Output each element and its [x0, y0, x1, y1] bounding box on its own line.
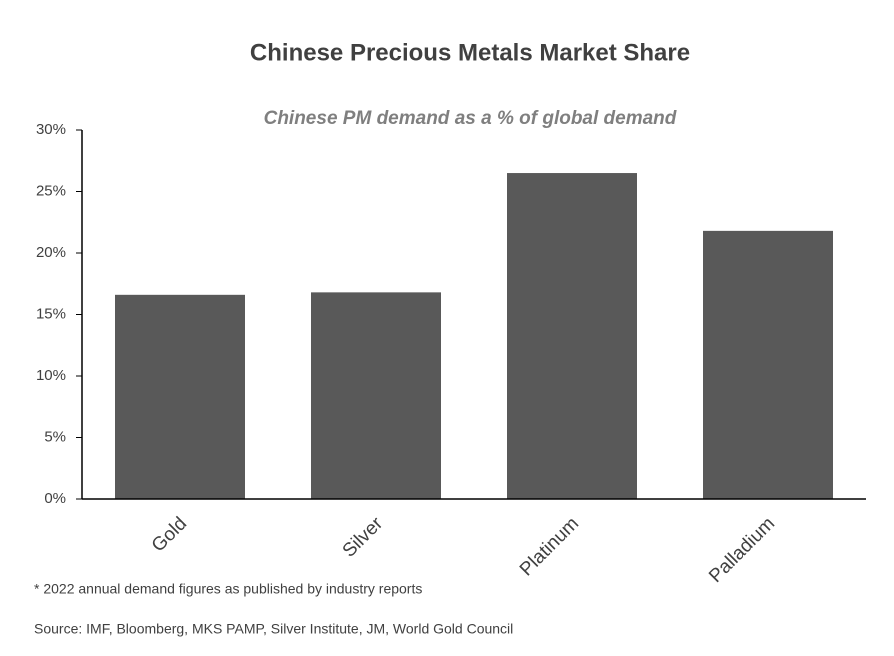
x-tick-label: Palladium — [705, 513, 779, 587]
bar — [507, 173, 637, 500]
footnote: * 2022 annual demand figures as publishe… — [34, 581, 422, 597]
y-tick-label: 20% — [36, 244, 66, 261]
x-tick-label: Platinum — [516, 513, 583, 580]
y-tick-label: 30% — [36, 121, 66, 138]
y-tick-label: 5% — [44, 428, 66, 445]
y-tick-label: 0% — [44, 490, 66, 507]
x-tick-label: Silver — [339, 513, 388, 562]
chart-subtitle: Chinese PM demand as a % of global deman… — [264, 108, 677, 129]
bar — [703, 230, 833, 500]
source: Source: IMF, Bloomberg, MKS PAMP, Silver… — [34, 621, 513, 637]
y-tick-label: 15% — [36, 305, 66, 322]
chart-title: Chinese Precious Metals Market Share — [250, 39, 690, 66]
bar — [311, 292, 441, 499]
bar — [115, 294, 245, 499]
x-tick-label: Gold — [148, 513, 191, 556]
y-tick-label: 10% — [36, 367, 66, 384]
y-tick-label: 25% — [36, 182, 66, 199]
